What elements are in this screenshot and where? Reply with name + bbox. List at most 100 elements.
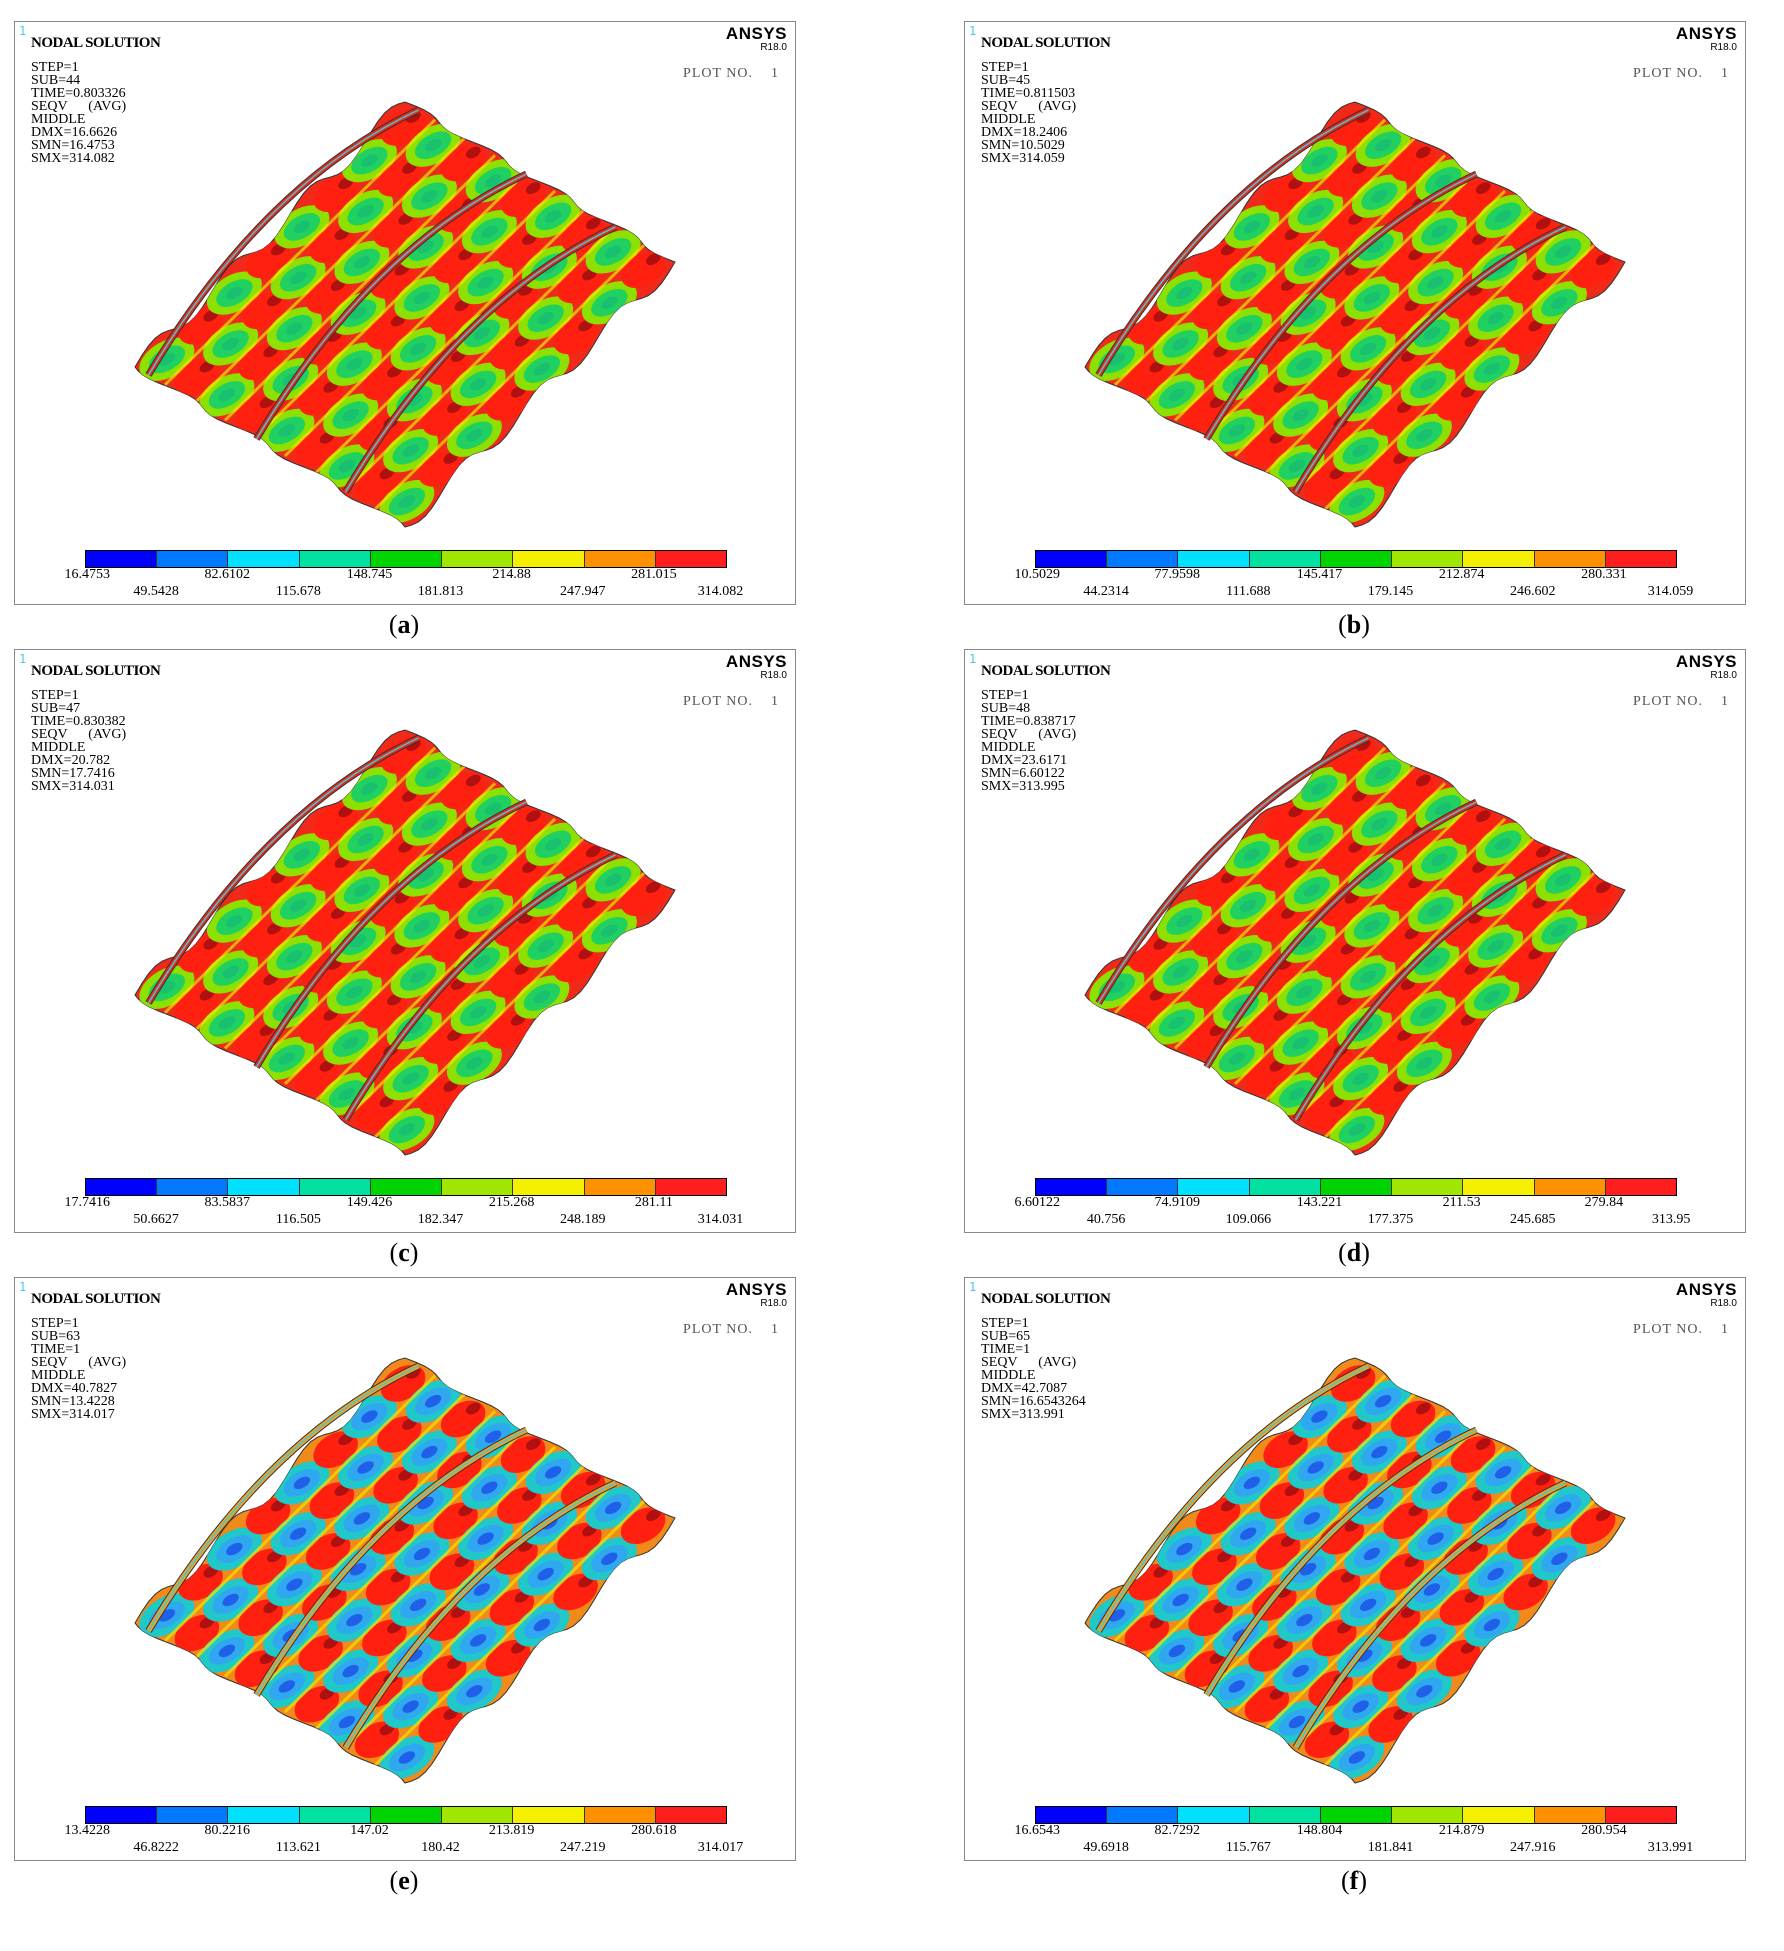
- legend-tick-label: 147.02: [350, 1823, 389, 1838]
- legend-swatch: [1036, 551, 1108, 567]
- info-line: SUB=63: [31, 1329, 81, 1344]
- legend-tick-label: 177.375: [1367, 1212, 1414, 1227]
- legend-tick-label: 182.347: [417, 1212, 464, 1227]
- info-line: DMX=42.7087: [981, 1381, 1068, 1396]
- legend-tick-label: 215.268: [488, 1195, 535, 1210]
- info-line: STEP=1: [31, 1316, 79, 1331]
- legend-swatch: [1249, 1179, 1321, 1195]
- info-line: SUB=48: [981, 701, 1031, 716]
- plot-window: 1 NODAL SOLUTION STEP=1 SUB=44 TIME=0.8033…: [14, 21, 796, 605]
- info-line: SMN=6.60122: [981, 766, 1065, 781]
- plot-number-value: 1: [771, 694, 779, 709]
- legend-tick-label: 214.879: [1438, 1823, 1485, 1838]
- info-line: TIME=0.803326: [31, 86, 126, 101]
- info-line: STEP=1: [981, 688, 1029, 703]
- result-panel: 1 NODAL SOLUTION STEP=1 SUB=45 TIME=0.8115…: [964, 21, 1746, 640]
- legend-tick-label: 279.84: [1584, 1195, 1624, 1210]
- legend-tick-label: 74.9109: [1154, 1195, 1200, 1210]
- solution-info: STEP=1 SUB=65 TIME=1 SEQV (AVG) MIDDLE DMX=42…: [981, 1316, 1086, 1422]
- legend-swatch: [513, 551, 585, 567]
- legend-swatch: [655, 1807, 726, 1823]
- legend-swatch: [86, 1179, 158, 1195]
- legend-swatch: [157, 551, 229, 567]
- plot-title: NODAL SOLUTION: [981, 1291, 1111, 1307]
- brand-name: ANSYS: [725, 652, 787, 671]
- plot-window: 1 NODAL SOLUTION STEP=1 SUB=65 TIME=1 SEQV …: [964, 1277, 1746, 1861]
- legend-tick-label: 180.42: [421, 1840, 460, 1855]
- legend-swatch: [86, 551, 158, 567]
- brand-revision: R18.0: [760, 1298, 787, 1309]
- legend-tick-label: 148.745: [346, 567, 393, 582]
- ansys-brand: ANSYS R18.0: [1676, 652, 1737, 681]
- contour-legend-ticks: 13.4228 46.8222 80.2216 113.621 147.02 180.42…: [65, 1822, 744, 1858]
- stress-contour-model: [1084, 101, 1626, 528]
- info-line: TIME=1: [31, 1342, 81, 1357]
- plot-title: NODAL SOLUTION: [31, 1291, 161, 1307]
- legend-swatch: [228, 551, 300, 567]
- legend-tick-label: 313.95: [1651, 1212, 1691, 1227]
- info-line: DMX=18.2406: [981, 125, 1068, 140]
- legend-tick-label: 49.5428: [133, 584, 179, 599]
- info-line: SUB=45: [981, 73, 1031, 88]
- legend-swatch: [1107, 1179, 1179, 1195]
- legend-swatch: [299, 1807, 371, 1823]
- legend-swatch: [1534, 551, 1606, 567]
- contour-legend-ticks: 16.4753 49.5428 82.6102 115.678 148.745 181.8…: [65, 566, 744, 602]
- legend-tick-label: 281.015: [631, 567, 677, 582]
- legend-swatch: [1320, 1807, 1393, 1823]
- legend-swatch: [228, 1807, 300, 1823]
- legend-swatch: [370, 551, 443, 567]
- info-line: MIDDLE: [981, 1368, 1036, 1383]
- stress-spots: [139, 109, 666, 524]
- panel-caption: (c): [389, 1238, 419, 1267]
- info-line: SUB=47: [31, 701, 81, 716]
- info-line: SMX=314.031: [31, 779, 115, 794]
- plot-number-label: PLOT NO.: [1633, 694, 1703, 709]
- contour-legend-bar: [85, 1178, 727, 1196]
- info-line: SEQV (AVG): [31, 1355, 127, 1370]
- window-number: 1: [19, 652, 27, 666]
- stress-contour-model: [134, 729, 676, 1156]
- info-line: SMN=17.7416: [31, 766, 115, 781]
- legend-swatch: [442, 551, 514, 567]
- info-line: DMX=20.782: [31, 753, 111, 768]
- contour-legend-ticks: 16.6543 49.6918 82.7292 115.767 148.804 181.8…: [1015, 1822, 1694, 1858]
- stress-spots: [1089, 737, 1616, 1152]
- legend-swatch: [1178, 1807, 1250, 1823]
- legend-swatch: [299, 1179, 371, 1195]
- legend-tick-label: 83.5837: [204, 1195, 250, 1210]
- plot-number-value: 1: [771, 1322, 779, 1337]
- window-number: 1: [969, 24, 977, 38]
- legend-tick-label: 115.678: [275, 584, 321, 599]
- plot-window: 1 NODAL SOLUTION STEP=1 SUB=45 TIME=0.8115…: [964, 21, 1746, 605]
- brand-name: ANSYS: [1675, 24, 1737, 43]
- plot-number-value: 1: [771, 66, 779, 81]
- info-line: MIDDLE: [31, 112, 86, 127]
- legend-swatch: [1463, 551, 1535, 567]
- legend-swatch: [513, 1807, 585, 1823]
- result-panel: 1 NODAL SOLUTION STEP=1 SUB=65 TIME=1 SEQV …: [964, 1277, 1746, 1896]
- solution-info: STEP=1 SUB=47 TIME=0.830382 SEQV (AVG) MIDDL…: [31, 689, 127, 794]
- result-panel: 1 NODAL SOLUTION STEP=1 SUB=63 TIME=1 SEQV …: [14, 1277, 796, 1896]
- plot-title: NODAL SOLUTION: [31, 663, 161, 679]
- info-line: SMN=13.4228: [31, 1394, 115, 1409]
- legend-tick-label: 280.618: [631, 1823, 677, 1838]
- legend-swatch: [1107, 1807, 1179, 1823]
- panel-caption: (b): [1338, 610, 1370, 639]
- legend-tick-label: 6.60122: [1014, 1195, 1061, 1210]
- legend-swatch: [1036, 1807, 1108, 1823]
- legend-swatch: [1463, 1179, 1535, 1195]
- info-line: DMX=40.7827: [31, 1381, 118, 1396]
- legend-tick-label: 245.685: [1510, 1212, 1556, 1227]
- info-line: SEQV (AVG): [31, 727, 127, 742]
- plot-number-label: PLOT NO.: [1633, 66, 1703, 81]
- legend-swatch: [513, 1179, 585, 1195]
- plot-number-label: PLOT NO.: [1633, 1322, 1703, 1337]
- brand-name: ANSYS: [725, 24, 787, 43]
- info-line: STEP=1: [981, 1316, 1029, 1331]
- legend-tick-label: 314.031: [697, 1212, 744, 1227]
- result-panel: 1 NODAL SOLUTION STEP=1 SUB=44 TIME=0.8033…: [14, 21, 796, 640]
- info-line: TIME=1: [981, 1342, 1031, 1357]
- legend-swatch: [1605, 551, 1676, 567]
- legend-swatch: [86, 1807, 158, 1823]
